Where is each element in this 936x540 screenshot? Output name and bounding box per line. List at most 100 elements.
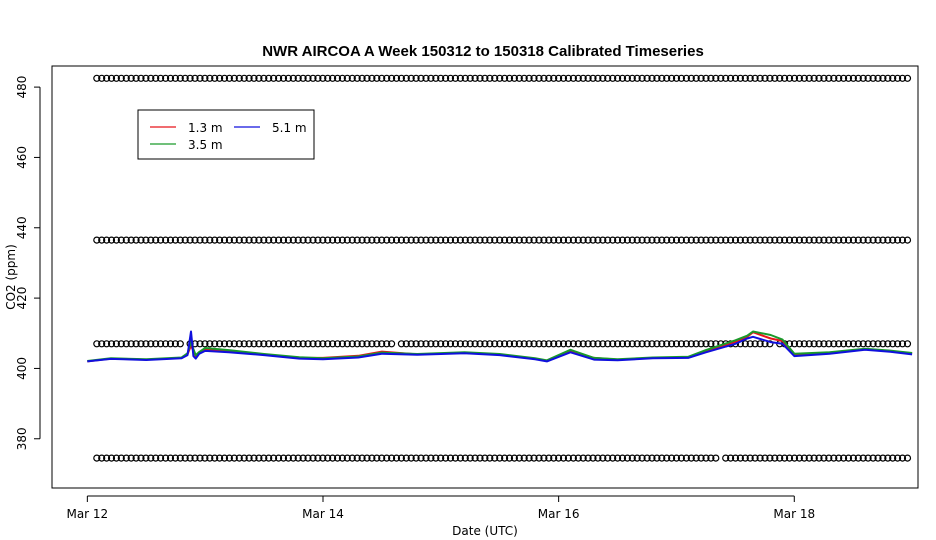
calibration-point [864, 454, 872, 462]
calibration-point [579, 236, 587, 244]
calibration-point [618, 340, 627, 348]
calibration-point [299, 340, 307, 348]
calibration-point [152, 340, 160, 348]
calibration-point [550, 340, 558, 348]
calibration-point [564, 74, 573, 82]
calibration-point [712, 236, 720, 244]
calibration-point [520, 236, 528, 244]
calibration-point [903, 236, 912, 244]
calibration-point [388, 340, 396, 348]
calibration-point [800, 454, 808, 462]
calibration-point [766, 454, 774, 462]
calibration-point [117, 340, 125, 348]
calibration-point [736, 74, 745, 82]
calibration-point [687, 340, 695, 348]
calibration-point [397, 340, 405, 348]
calibration-point [505, 454, 514, 462]
calibration-point [667, 74, 676, 82]
calibration-point [785, 454, 794, 462]
calibration-point [776, 74, 784, 82]
calibration-point [191, 236, 199, 244]
calibration-point [466, 454, 474, 462]
calibration-point [437, 340, 445, 348]
calibration-point [255, 454, 263, 462]
calibration-points [93, 74, 912, 462]
calibration-point [589, 236, 597, 244]
calibration-point [260, 74, 268, 82]
calibration-point [319, 74, 327, 82]
calibration-point [579, 340, 587, 348]
calibration-point [761, 236, 769, 244]
calibration-point [456, 74, 464, 82]
calibration-point [707, 454, 715, 462]
calibration-point [545, 340, 553, 348]
calibration-point [255, 340, 263, 348]
calibration-point [584, 454, 592, 462]
calibration-point [107, 454, 116, 462]
calibration-point [800, 74, 808, 82]
calibration-point [275, 340, 283, 348]
calibration-point [540, 236, 548, 244]
calibration-point [319, 454, 327, 462]
calibration-point [329, 340, 337, 348]
calibration-point [844, 74, 853, 82]
calibration-point [368, 74, 376, 82]
calibration-point [785, 74, 794, 82]
calibration-point [604, 454, 612, 462]
calibration-point [373, 74, 381, 82]
calibration-point [731, 74, 740, 82]
calibration-point [707, 236, 715, 244]
calibration-point [604, 236, 612, 244]
calibration-point [432, 454, 440, 462]
calibration-point [515, 74, 523, 82]
calibration-point [638, 236, 646, 244]
calibration-point [162, 74, 170, 82]
calibration-point [230, 74, 238, 82]
calibration-point [255, 236, 263, 244]
calibration-point [270, 236, 278, 244]
calibration-point [186, 74, 194, 82]
calibration-point [697, 74, 705, 82]
calibration-point [137, 74, 145, 82]
calibration-point [554, 74, 563, 82]
calibration-point [835, 340, 843, 348]
calibration-point [211, 340, 219, 348]
calibration-point [348, 236, 356, 244]
calibration-point [515, 340, 523, 348]
calibration-point [780, 236, 789, 244]
calibration-point [653, 74, 661, 82]
calibration-point [530, 454, 538, 462]
calibration-point [397, 74, 405, 82]
calibration-point [476, 236, 484, 244]
calibration-point [397, 454, 405, 462]
calibration-point [166, 74, 175, 82]
calibration-point [687, 74, 695, 82]
calibration-point [456, 340, 464, 348]
calibration-point [520, 340, 528, 348]
calibration-point [338, 74, 346, 82]
legend-label-3-5m: 3.5 m [188, 138, 223, 152]
calibration-point [702, 236, 710, 244]
legend-label-1-3m: 1.3 m [188, 121, 223, 135]
calibration-point [348, 340, 356, 348]
calibration-point [476, 74, 484, 82]
calibration-point [515, 454, 523, 462]
calibration-point [589, 340, 597, 348]
calibration-point [451, 454, 459, 462]
calibration-point [849, 74, 858, 82]
calibration-point [746, 340, 754, 348]
calibration-point [476, 454, 484, 462]
calibration-point [265, 74, 273, 82]
x-axis: Mar 12 Mar 14 Mar 16 Mar 18 [66, 495, 815, 521]
calibration-point [102, 340, 111, 348]
calibration-point [510, 454, 519, 462]
calibration-point [481, 454, 489, 462]
calibration-point [225, 454, 233, 462]
calibration-point [378, 236, 386, 244]
calibration-point [525, 340, 533, 348]
calibration-point [628, 454, 636, 462]
calibration-point [515, 236, 523, 244]
calibration-point [211, 454, 219, 462]
calibration-point [279, 74, 288, 82]
calibration-point [412, 236, 420, 244]
